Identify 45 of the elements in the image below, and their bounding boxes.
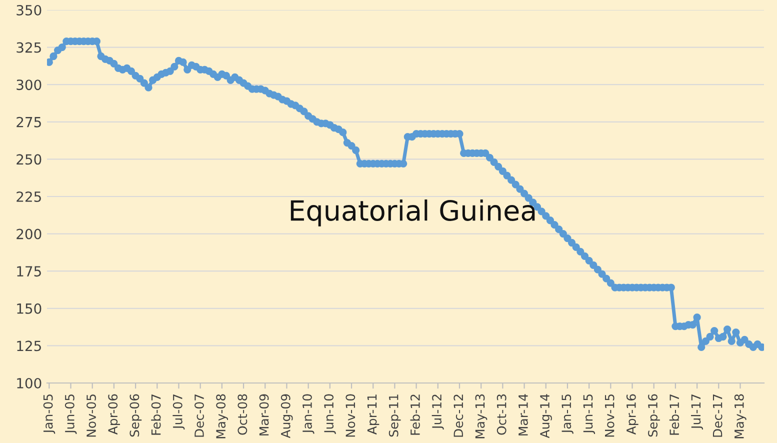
x-tick-label: Jul-12 [432,394,444,430]
x-tick-label: May-13 [475,394,488,438]
x-tick-label: Aug-09 [280,394,293,438]
x-tick-label: Nov-10 [346,394,356,437]
x-tick-label: Dec-07 [194,394,204,437]
x-tick-label: Apr-06 [108,394,120,435]
y-tick-label: 100 [17,378,42,388]
x-tick-label: Jan-15 [562,394,574,434]
x-tick-label: Dec-17 [712,394,722,437]
y-tick-label: 150 [17,303,42,314]
x-tick-label: Sep-16 [648,394,660,437]
x-tick-label: May-08 [216,394,228,438]
x-tick-label: Oct-08 [238,394,248,435]
x-tick-label: Feb-12 [410,394,420,435]
x-tick-label: May-18 [734,394,746,438]
x-tick-label: Jan-10 [302,394,314,434]
x-tick-label: Feb-07 [151,394,161,435]
x-tick-label: Nov-05 [86,394,96,437]
x-tick-label: Jan-05 [43,394,56,434]
x-tick-label: Mar-14 [518,394,528,436]
x-tick-label: Nov-15 [605,394,614,437]
y-tick-label: 300 [16,80,42,90]
y-tick-label: 225 [16,191,41,202]
x-tick-label: Jun-05 [64,394,77,434]
y-tick-label: 350 [16,4,42,16]
x-tick-label: Jun-15 [583,394,596,434]
x-tick-label: Aug-14 [540,394,552,438]
y-tick-label: 325 [16,42,41,53]
annotation: Equatorial Guinea [290,199,535,226]
y-tick-label: 175 [17,266,41,277]
x-tick-label: Jul-17 [691,394,703,430]
x-tick-label: Mar-09 [259,394,269,436]
y-tick-label: 125 [17,340,41,352]
x-tick-label: Apr-11 [367,394,380,435]
y-tick-label: 200 [16,228,42,240]
x-tick-label: Dec-12 [454,394,464,437]
x-tick-label: Sep-11 [388,394,401,437]
y-tick-label: 250 [16,154,42,165]
x-tick-label: Sep-06 [130,394,142,437]
y-tick-label: 275 [16,116,41,128]
x-tick-label: Oct-13 [496,394,506,435]
x-tick-label: Feb-17 [669,394,680,435]
x-tick-label: Jun-10 [324,394,336,434]
x-tick-label: Apr-16 [626,394,638,435]
x-tick-label: Jul-07 [172,394,185,430]
